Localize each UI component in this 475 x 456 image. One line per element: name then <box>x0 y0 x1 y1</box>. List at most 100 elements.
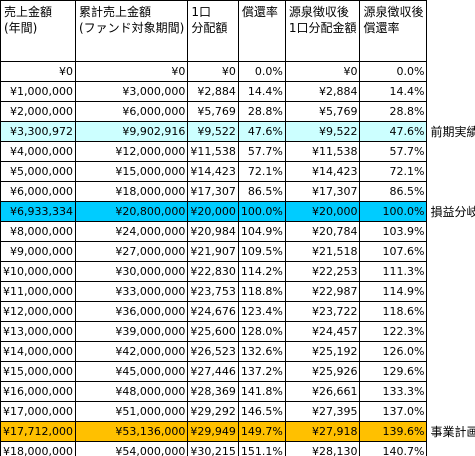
note-cell <box>426 101 475 122</box>
data-cell: ¥27,395 <box>284 401 361 422</box>
data-cell: ¥27,918 <box>284 421 361 442</box>
data-row: ¥16,000,000 ¥48,000,000 ¥28,369 141.8% ¥26,6… <box>0 381 475 402</box>
data-cell: ¥0 <box>0 61 76 82</box>
data-cell: 140.7% <box>359 441 428 456</box>
data-cell: ¥22,253 <box>284 261 361 282</box>
data-cell: ¥11,000,000 <box>0 281 76 302</box>
data-cell: 137.2% <box>237 361 286 382</box>
data-cell: ¥27,000,000 <box>74 241 189 262</box>
header-line: 累計売上金額 <box>78 5 151 19</box>
data-cell: ¥12,000,000 <box>0 301 76 322</box>
data-cell: ¥20,800,000 <box>74 201 189 222</box>
data-cell: ¥2,884 <box>187 81 239 102</box>
data-cell: 146.5% <box>237 401 286 422</box>
note-cell <box>426 261 475 282</box>
data-cell: ¥6,000,000 <box>0 181 76 202</box>
header-line: 1口 <box>191 5 211 19</box>
data-cell: ¥36,000,000 <box>74 301 189 322</box>
data-cell: 114.9% <box>359 281 428 302</box>
note-cell <box>426 401 475 422</box>
data-row: ¥8,000,000 ¥24,000,000 ¥20,984 104.9% ¥20,78… <box>0 221 475 242</box>
header-line: 償還率 <box>241 5 278 19</box>
note-cell <box>426 441 475 456</box>
data-cell: 86.5% <box>359 181 428 202</box>
data-cell: ¥24,457 <box>284 321 361 342</box>
note-cell <box>426 61 475 82</box>
data-cell: 86.5% <box>237 181 286 202</box>
data-cell: ¥51,000,000 <box>74 401 189 422</box>
data-cell: ¥17,712,000 <box>0 421 76 442</box>
note-cell <box>426 81 475 102</box>
data-cell: 100.0% <box>359 201 428 222</box>
data-cell: 72.1% <box>359 161 428 182</box>
data-cell: ¥20,984 <box>187 221 239 242</box>
row-note: 事業計画 <box>426 421 475 442</box>
data-cell: 100.0% <box>237 201 286 222</box>
data-cell: ¥42,000,000 <box>74 341 189 362</box>
data-cell: 57.7% <box>237 141 286 162</box>
data-cell: 132.6% <box>237 341 286 362</box>
data-cell: 114.2% <box>237 261 286 282</box>
data-row: ¥3,300,972 ¥9,902,916 ¥9,522 47.6% ¥9,522 47.… <box>0 121 475 142</box>
data-cell: 111.3% <box>359 261 428 282</box>
data-cell: ¥18,000,000 <box>74 181 189 202</box>
note-cell <box>426 301 475 322</box>
data-cell: ¥11,538 <box>187 141 239 162</box>
data-row: ¥14,000,000 ¥42,000,000 ¥26,523 132.6% ¥25,1… <box>0 341 475 362</box>
header-line: 源泉徴収後 <box>288 5 349 19</box>
data-cell: 104.9% <box>237 221 286 242</box>
data-cell: ¥0 <box>187 61 239 82</box>
data-cell: ¥25,926 <box>284 361 361 382</box>
data-cell: 139.6% <box>359 421 428 442</box>
note-cell <box>426 241 475 262</box>
data-cell: ¥1,000,000 <box>0 81 76 102</box>
data-cell: ¥0 <box>284 61 361 82</box>
data-cell: 14.4% <box>359 81 428 102</box>
header-line: (年間) <box>4 21 38 35</box>
data-cell: ¥25,192 <box>284 341 361 362</box>
data-cell: 47.6% <box>237 121 286 142</box>
data-cell: 72.1% <box>237 161 286 182</box>
data-cell: ¥12,000,000 <box>74 141 189 162</box>
data-row: ¥6,000,000 ¥18,000,000 ¥17,307 86.5% ¥17,307… <box>0 181 475 202</box>
data-row: ¥9,000,000 ¥27,000,000 ¥21,907 109.5% ¥21,51… <box>0 241 475 262</box>
data-cell: ¥24,676 <box>187 301 239 322</box>
data-row: ¥11,000,000 ¥33,000,000 ¥23,753 118.8% ¥22,9… <box>0 281 475 302</box>
data-row: ¥10,000,000 ¥30,000,000 ¥22,830 114.2% ¥22,2… <box>0 261 475 282</box>
data-row: ¥1,000,000 ¥3,000,000 ¥2,884 14.4% ¥2,884 14.… <box>0 81 475 102</box>
data-cell: 0.0% <box>237 61 286 82</box>
data-cell: 137.0% <box>359 401 428 422</box>
data-cell: 149.7% <box>237 421 286 442</box>
header-line: 1口分配金額 <box>288 21 357 35</box>
data-row: ¥17,712,000 ¥53,136,000 ¥29,949 149.7% ¥27,9… <box>0 421 475 442</box>
data-cell: ¥28,369 <box>187 381 239 402</box>
data-cell: 118.6% <box>359 301 428 322</box>
note-cell <box>426 321 475 342</box>
data-cell: ¥10,000,000 <box>0 261 76 282</box>
data-cell: 126.0% <box>359 341 428 362</box>
data-row: ¥5,000,000 ¥15,000,000 ¥14,423 72.1% ¥14,423… <box>0 161 475 182</box>
row-note: 損益分岐 <box>426 201 475 222</box>
header-cell: 累計売上金額 (ファンド対象期間) <box>74 0 189 62</box>
data-cell: ¥39,000,000 <box>74 321 189 342</box>
note-cell <box>426 281 475 302</box>
data-cell: ¥9,902,916 <box>74 121 189 142</box>
data-cell: ¥2,884 <box>284 81 361 102</box>
data-cell: ¥26,523 <box>187 341 239 362</box>
data-cell: ¥5,000,000 <box>0 161 76 182</box>
note-cell <box>426 381 475 402</box>
data-cell: ¥29,949 <box>187 421 239 442</box>
data-cell: ¥9,522 <box>284 121 361 142</box>
header-cell: 源泉徴収後 1口分配金額 <box>284 0 361 62</box>
data-row: ¥15,000,000 ¥45,000,000 ¥27,446 137.2% ¥25,9… <box>0 361 475 382</box>
data-cell: ¥2,000,000 <box>0 101 76 122</box>
data-cell: 129.6% <box>359 361 428 382</box>
data-cell: 123.4% <box>237 301 286 322</box>
header-line: 売上金額 <box>4 5 53 19</box>
data-cell: ¥45,000,000 <box>74 361 189 382</box>
data-cell: ¥14,000,000 <box>0 341 76 362</box>
data-cell: ¥13,000,000 <box>0 321 76 342</box>
